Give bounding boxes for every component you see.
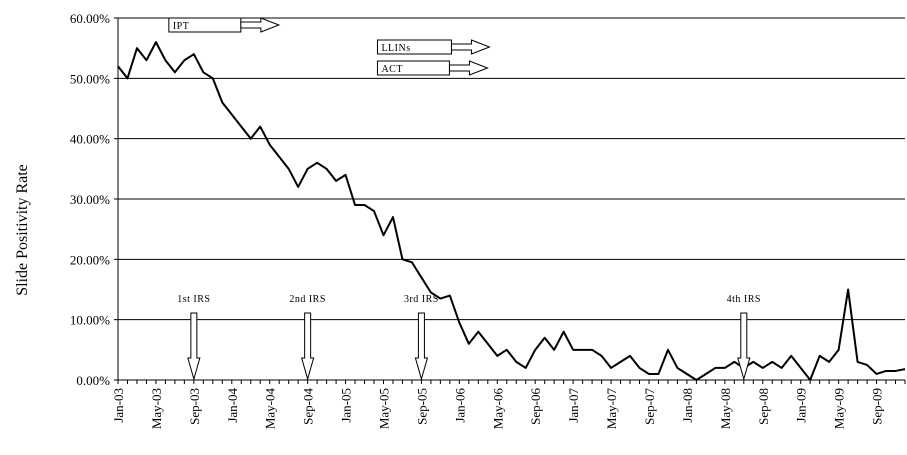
irs-marker: 2nd IRS (289, 294, 326, 381)
intervention-label: IPT (173, 21, 190, 32)
intervention-label: LLINs (381, 43, 410, 54)
down-arrow-icon (414, 312, 429, 381)
down-arrow-icon (737, 312, 751, 381)
intervention-act: ACT (376, 60, 489, 76)
intervention-boxes: IPT LLINs ACT (168, 17, 491, 76)
y-tick-label: 20.00% (70, 252, 110, 267)
x-tick-label: Sep-07 (642, 388, 657, 425)
x-tick-label: Jan-04 (225, 388, 240, 423)
down-arrow-icon (187, 312, 201, 381)
x-tick-label: May-05 (376, 388, 391, 429)
irs-label: 1st IRS (177, 294, 210, 305)
x-tick-label: Jan-08 (680, 388, 695, 423)
x-tick-label: Jan-06 (452, 388, 467, 423)
irs-marker: 1st IRS (177, 294, 210, 381)
y-tick-label: 30.00% (70, 192, 110, 207)
irs-label: 4th IRS (727, 294, 761, 305)
y-tick-labels: 0.00% 10.00% 20.00% 30.00% 40.00% 50.00% 60.00… (70, 11, 118, 388)
x-tick-label: Sep-09 (870, 388, 885, 425)
series-lines (117, 41, 906, 381)
right-arrow-icon (240, 17, 281, 33)
gridlines (118, 17, 905, 321)
y-tick-label: 0.00% (76, 373, 110, 388)
right-arrow-icon (450, 39, 491, 55)
x-tick-label: Sep-06 (528, 388, 543, 425)
x-tick-label: Sep-05 (414, 388, 429, 425)
x-tick-label: Sep-04 (301, 388, 316, 425)
x-tick-label: Jan-07 (566, 388, 581, 423)
x-tick-labels: Jan-03 May-03 Sep-03 Jan-04 May-04 Sep-04 Jan-… (111, 388, 885, 430)
y-tick-label: 40.00% (70, 132, 110, 147)
x-tick-label: Jan-05 (339, 388, 354, 423)
x-tick-label: Sep-03 (187, 388, 202, 425)
series-line (117, 41, 906, 381)
x-tick-label: May-09 (832, 388, 847, 429)
down-arrow-icon (300, 312, 315, 381)
x-tick-label: May-08 (718, 388, 733, 429)
x-tick-label: May-04 (263, 388, 278, 430)
x-tick-label: May-06 (490, 388, 505, 430)
y-tick-label: 10.00% (70, 313, 110, 328)
y-axis-label: Slide Positivity Rate (14, 164, 31, 296)
x-tick-label: Jan-03 (111, 388, 126, 423)
axes (117, 18, 906, 384)
irs-label: 2nd IRS (289, 294, 326, 305)
y-tick-label: 60.00% (70, 11, 110, 26)
x-tick-label: May-07 (604, 388, 619, 430)
y-tick-label: 50.00% (70, 71, 110, 86)
irs-marker: 4th IRS (727, 294, 761, 381)
irs-markers: 1st IRS 2nd IRS 3rd IRS 4th IRS (177, 294, 761, 381)
irs-label: 3rd IRS (404, 294, 439, 305)
right-arrow-icon (448, 60, 489, 76)
x-tick-label: May-03 (149, 388, 164, 429)
intervention-llins: LLINs (376, 39, 491, 55)
x-tick-label: Jan-09 (794, 388, 809, 423)
irs-marker: 3rd IRS (404, 294, 439, 381)
intervention-ipt: IPT (168, 17, 281, 33)
x-tick-label: Sep-08 (756, 388, 771, 425)
intervention-label: ACT (381, 64, 403, 75)
